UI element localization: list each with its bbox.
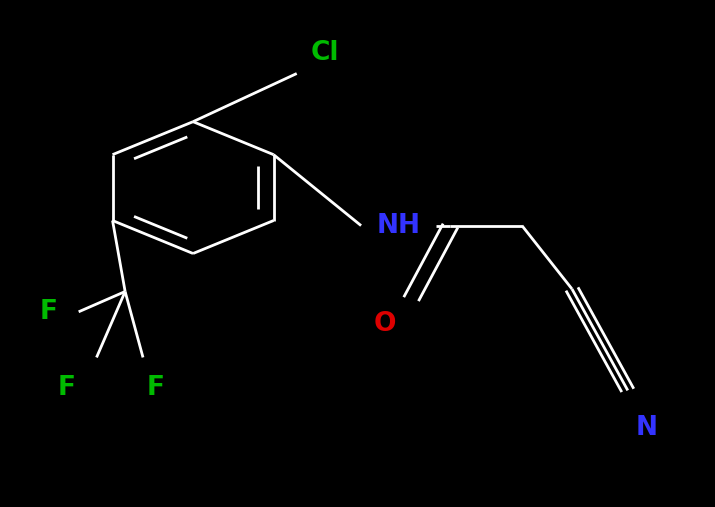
Text: NH: NH <box>377 212 421 239</box>
Text: O: O <box>373 311 396 338</box>
Text: N: N <box>636 415 658 442</box>
Text: F: F <box>39 299 58 325</box>
Text: F: F <box>57 375 76 401</box>
Text: Cl: Cl <box>311 40 340 66</box>
Text: F: F <box>147 375 165 401</box>
